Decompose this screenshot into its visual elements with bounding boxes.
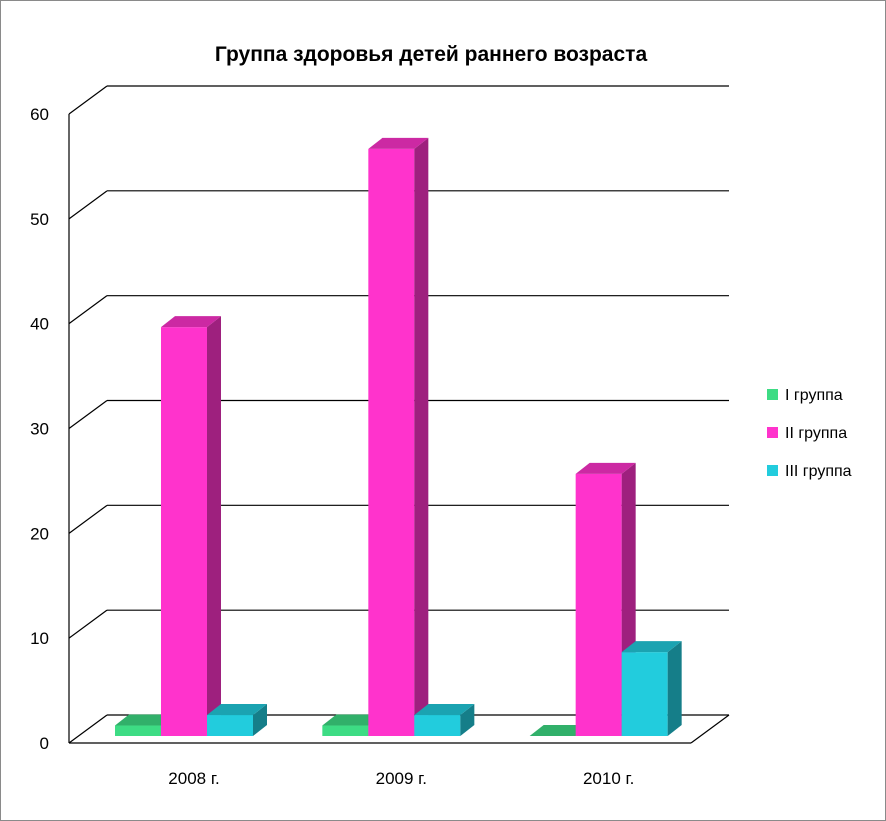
bar-front	[621, 652, 668, 736]
y-tick-label: 0	[40, 734, 49, 753]
bar-top	[322, 714, 383, 726]
bar-side	[667, 641, 682, 736]
gridline-depth	[68, 295, 108, 325]
bar-front	[161, 327, 207, 736]
y-tick-label: 10	[30, 629, 49, 648]
bar	[414, 704, 475, 736]
chart-title: Группа здоровья детей раннего возраста	[215, 43, 648, 66]
legend-swatch	[767, 389, 778, 400]
gridline-depth	[68, 400, 108, 429]
bar-top	[414, 704, 475, 716]
legend-label: II группа	[785, 425, 847, 442]
bar	[529, 725, 590, 736]
bar-side	[253, 704, 267, 736]
legend-swatch	[767, 427, 778, 438]
x-category-label: 2008 г.	[168, 769, 219, 788]
bar	[368, 137, 429, 736]
x-category-label: 2009 г.	[376, 769, 427, 788]
legend-label: III группа	[785, 463, 852, 480]
y-tick-label: 60	[30, 105, 49, 124]
gridline-depth	[68, 714, 108, 744]
legend-label: I группа	[785, 387, 843, 404]
bar-front	[368, 148, 415, 736]
bar-side	[414, 137, 429, 736]
bar-front	[115, 725, 161, 736]
bar	[621, 641, 682, 736]
gridline-depth	[68, 85, 108, 115]
bar-top	[207, 704, 267, 716]
bar-top	[621, 641, 682, 653]
bar	[161, 316, 221, 736]
y-tick-label: 20	[30, 524, 49, 543]
y-tick-label: 50	[30, 210, 49, 229]
bar	[207, 704, 267, 736]
floor-right-edge	[690, 714, 730, 744]
y-tick-label: 40	[30, 315, 49, 334]
legend: I группа II группа III группа	[767, 387, 852, 480]
y-tick-label: 30	[30, 420, 49, 439]
bar-top	[575, 462, 636, 474]
x-category-label: 2010 г.	[583, 769, 634, 788]
gridline-depth	[68, 190, 108, 220]
bar-side	[460, 704, 475, 736]
bars	[115, 137, 682, 736]
bar-front	[207, 715, 253, 736]
bar-top	[529, 725, 590, 736]
gridline-depth	[68, 609, 108, 639]
y-axis-ticks: 0 10 20 30 40 50 60	[30, 105, 49, 753]
bar-front	[322, 725, 369, 736]
bar-top	[161, 316, 221, 328]
bar-top	[368, 137, 429, 149]
bar-top	[115, 714, 175, 726]
bar-front	[575, 473, 622, 736]
legend-swatch	[767, 465, 778, 476]
bar-side	[207, 316, 221, 736]
gridline-depth	[68, 504, 108, 534]
x-axis-categories: 2008 г. 2009 г. 2010 г.	[168, 769, 634, 788]
bar-front	[414, 715, 461, 736]
